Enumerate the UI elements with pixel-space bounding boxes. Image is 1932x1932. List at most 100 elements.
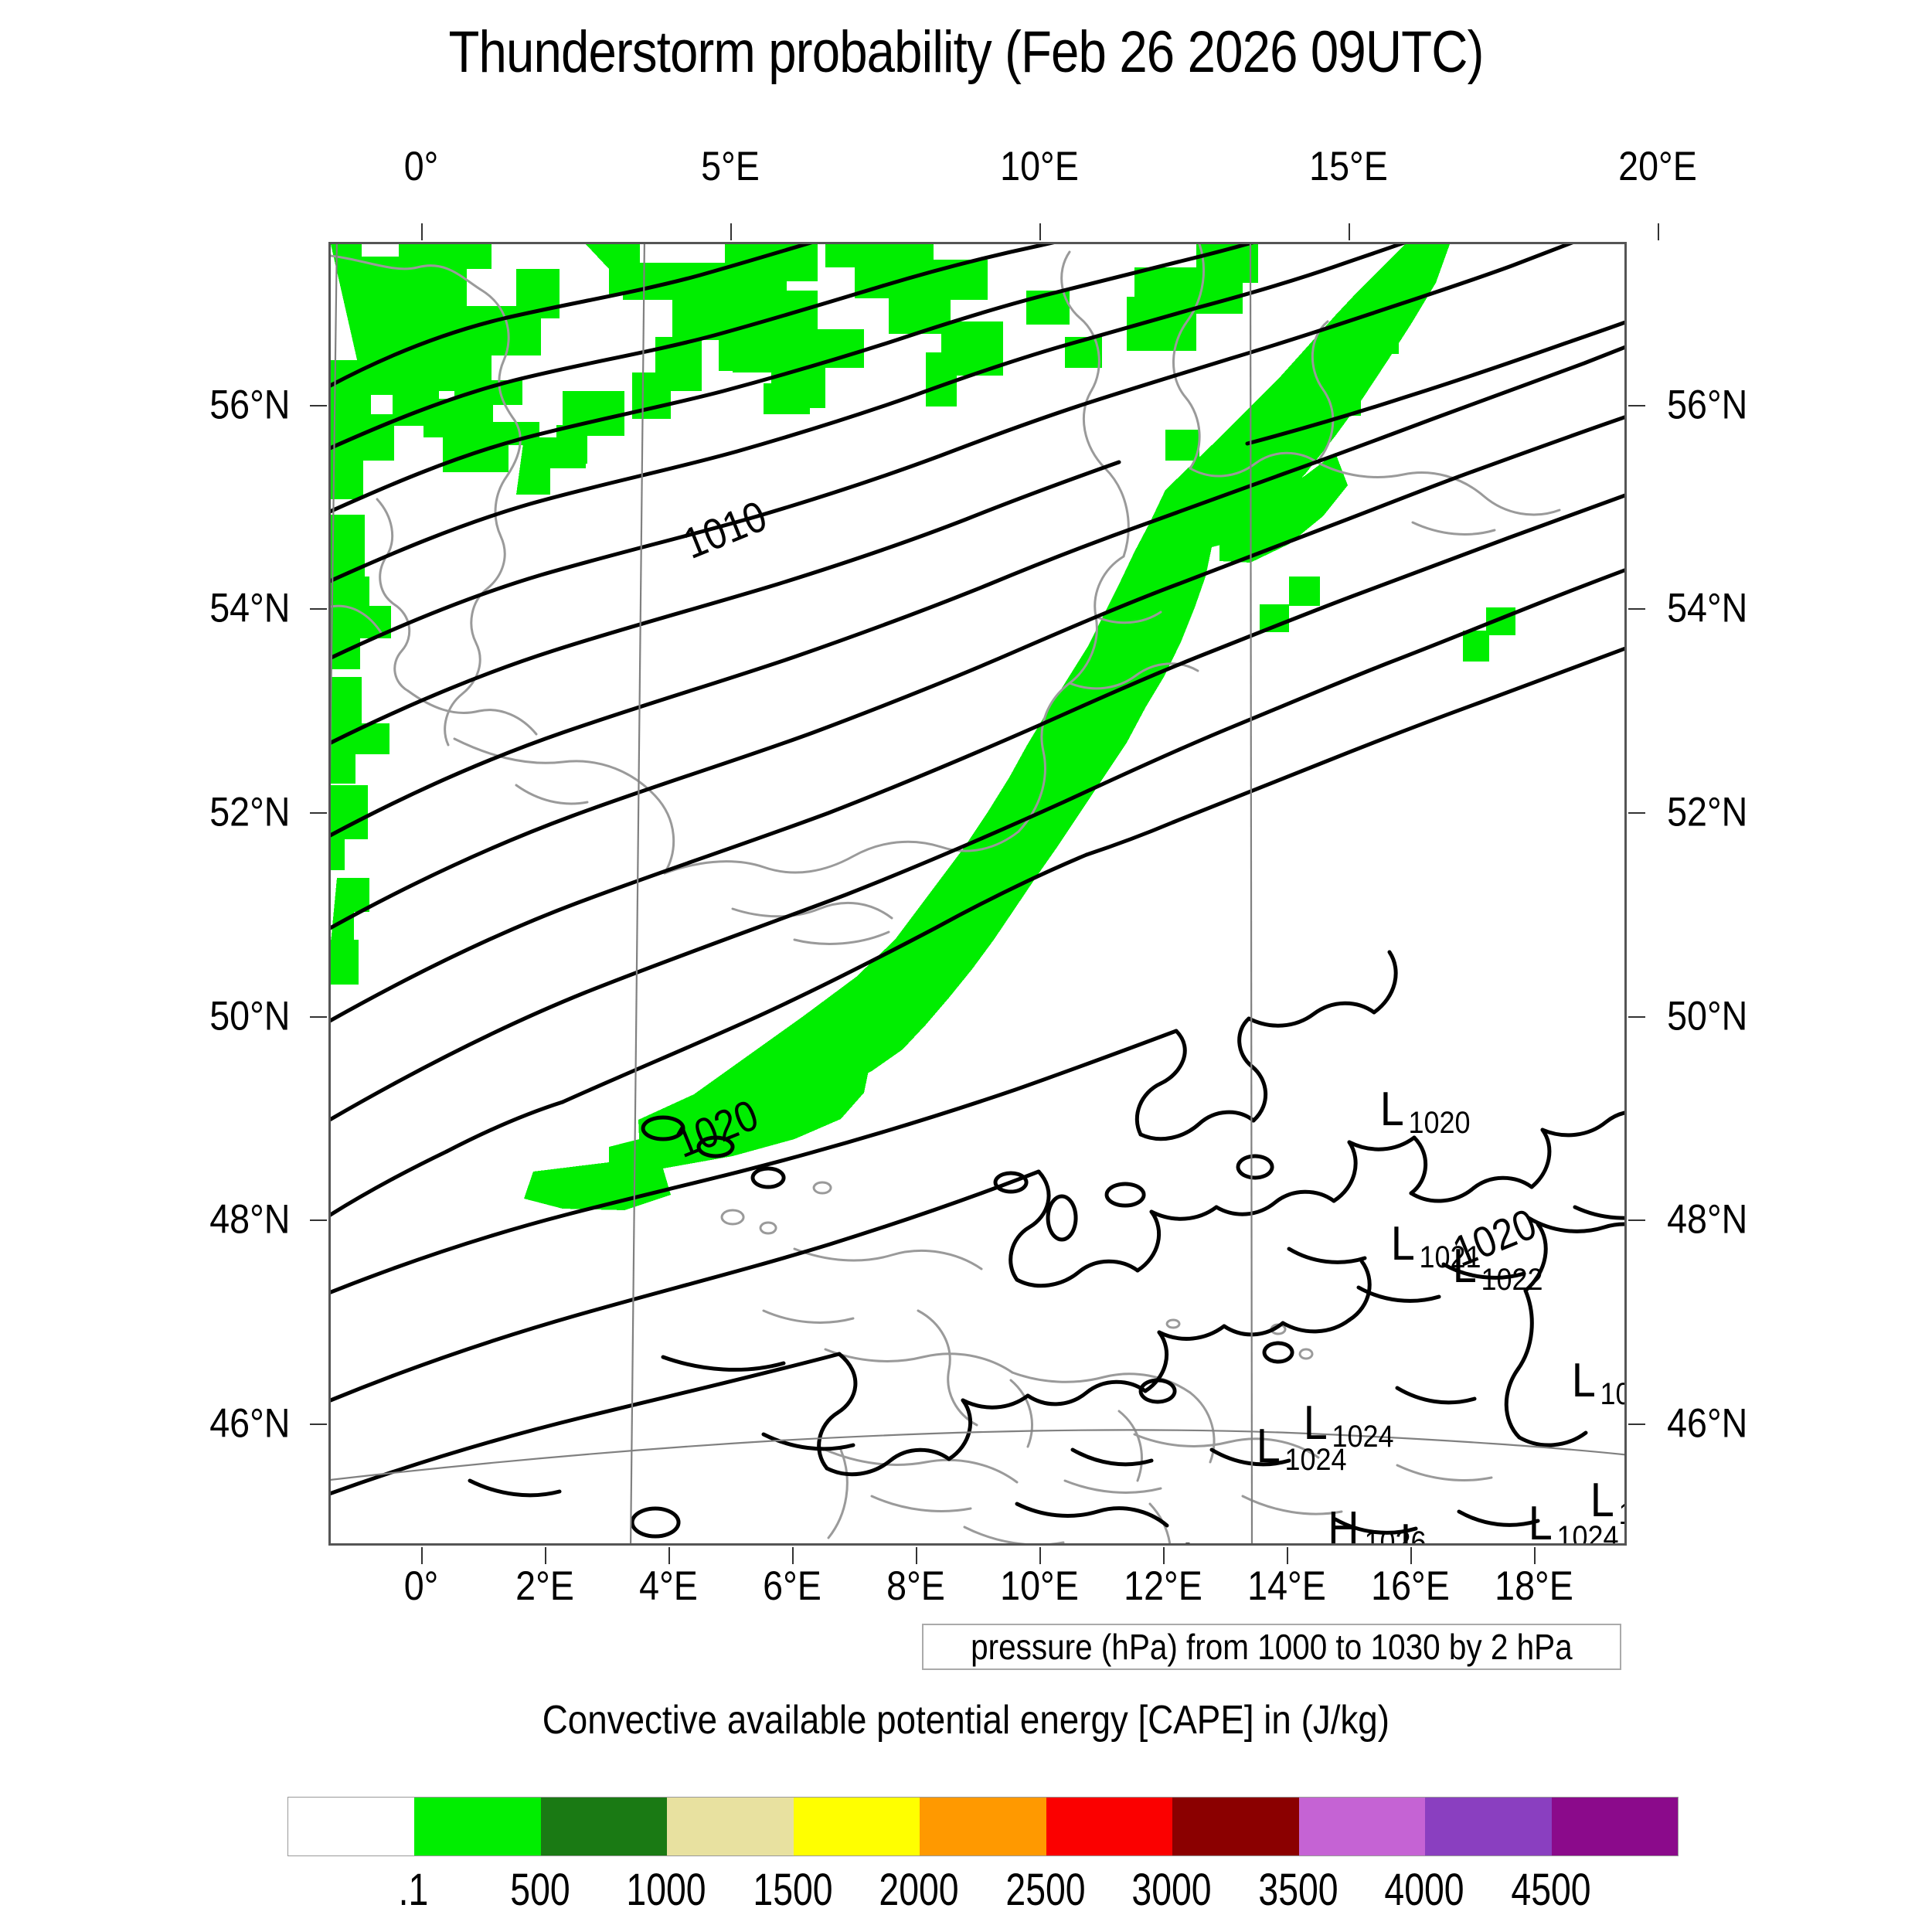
- pressure-center-type: L: [1182, 1536, 1206, 1544]
- map-plot-area[interactable]: L1020L1021L1022L1023L1023L1024L1024L1024…: [328, 242, 1627, 1546]
- axis-label-bottom-1: 2°E: [515, 1563, 574, 1609]
- pressure-center-value: 1024: [1332, 1420, 1395, 1454]
- colorbar-swatch-9[interactable]: [1425, 1798, 1552, 1855]
- axis-tick: [1534, 1547, 1536, 1564]
- axis-label-top-4: 20°E: [1618, 144, 1697, 189]
- axis-tick: [1628, 1423, 1645, 1425]
- pressure-center-value: 1021: [1419, 1240, 1482, 1274]
- axis-tick: [1039, 223, 1041, 240]
- axis-label-left-5: 46°N: [209, 1400, 291, 1447]
- cape-caption: Convective available potential energy [C…: [0, 1697, 1932, 1743]
- axis-tick: [310, 608, 327, 611]
- axis-tick: [1349, 223, 1350, 240]
- axis-tick: [421, 223, 423, 240]
- axis-label-left-1: 54°N: [209, 585, 291, 631]
- colorbar-tick-label: 1000: [626, 1865, 706, 1915]
- axis-label-bottom-8: 16°E: [1371, 1563, 1450, 1609]
- axis-label-bottom-2: 4°E: [639, 1563, 698, 1609]
- pressure-center-l: L1025: [1399, 1518, 1494, 1544]
- pressure-legend-note: pressure (hPa) from 1000 to 1030 by 2 hP…: [922, 1624, 1621, 1670]
- pressure-center-value: 1025: [1429, 1539, 1491, 1543]
- page-title: Thunderstorm probability (Feb 26 2026 09…: [448, 19, 1484, 85]
- isobar-contour-layer: [331, 244, 1624, 1539]
- colorbar-tick-label: 4000: [1384, 1865, 1464, 1915]
- colorbar-swatch-3[interactable]: [667, 1798, 794, 1855]
- axis-tick: [1628, 1219, 1645, 1222]
- axis-tick: [421, 1547, 423, 1564]
- pressure-center-l: L1025: [1181, 1536, 1276, 1544]
- axis-tick: [310, 1423, 327, 1425]
- axis-label-right-4: 48°N: [1667, 1196, 1748, 1243]
- axis-tick: [1628, 404, 1645, 406]
- pressure-center-value: 1024: [1284, 1443, 1348, 1477]
- colorbar-tick-label: 2500: [1005, 1865, 1086, 1915]
- axis-tick: [310, 404, 327, 406]
- pressure-center-type: L: [1390, 1217, 1415, 1270]
- axis-label-top-1: 5°E: [701, 144, 760, 189]
- axis-label-bottom-9: 18°E: [1495, 1563, 1573, 1609]
- colorbar-swatch-0[interactable]: [288, 1798, 415, 1855]
- axis-label-bottom-3: 6°E: [763, 1563, 821, 1609]
- axis-label-bottom-5: 10°E: [1000, 1563, 1079, 1609]
- axis-tick: [310, 812, 327, 815]
- pressure-center-value: 1024: [1619, 1498, 1624, 1529]
- pressure-center-h: H 1026: [1326, 1502, 1430, 1546]
- axis-tick: [1163, 1547, 1165, 1564]
- colorbar-tick-label: 2000: [879, 1865, 959, 1915]
- axis-tick: [1628, 1015, 1645, 1018]
- cape-caption-text: Convective available potential energy [C…: [542, 1698, 1390, 1743]
- axis-tick: [1658, 223, 1659, 240]
- cape-shading-layer: [331, 244, 1515, 1210]
- pressure-center-l: L1023: [1570, 1357, 1624, 1410]
- pressure-center-l: L 1022: [1451, 1240, 1546, 1296]
- colorbar-swatch-8[interactable]: [1298, 1798, 1426, 1855]
- pressure-center-type: H: [1328, 1502, 1359, 1546]
- pressure-center-value: 1024: [1556, 1520, 1620, 1546]
- pressure-center-value: 1026: [1364, 1526, 1427, 1546]
- axis-label-bottom-6: 12°E: [1124, 1563, 1202, 1609]
- axis-tick: [310, 1015, 327, 1018]
- colorbar-tick-label: 3000: [1131, 1865, 1212, 1915]
- pressure-center-type: L: [1528, 1497, 1553, 1546]
- axis-tick: [1628, 608, 1645, 611]
- cape-colorbar[interactable]: [287, 1797, 1679, 1856]
- axis-tick: [916, 1547, 917, 1564]
- axis-label-top-2: 10°E: [1000, 144, 1079, 189]
- axis-tick: [1410, 1547, 1412, 1564]
- colorbar-swatch-10[interactable]: [1551, 1798, 1678, 1855]
- colorbar-swatch-2[interactable]: [540, 1798, 668, 1855]
- axis-label-top-3: 15°E: [1309, 144, 1388, 189]
- axis-label-left-4: 48°N: [209, 1196, 291, 1243]
- pressure-center-type: L: [1590, 1474, 1614, 1527]
- colorbar-tick-label: 500: [510, 1865, 570, 1915]
- axis-label-top-0: 0°: [403, 144, 439, 189]
- axis-tick: [730, 223, 732, 240]
- pressure-center-l: L 1024: [1589, 1474, 1624, 1530]
- axis-label-left-0: 56°N: [209, 382, 291, 428]
- colorbar-swatch-1[interactable]: [414, 1798, 541, 1855]
- axis-label-right-2: 52°N: [1667, 789, 1748, 835]
- axis-label-bottom-7: 14°E: [1247, 1563, 1326, 1609]
- colorbar-tick-label: 3500: [1258, 1865, 1338, 1915]
- colorbar-swatch-6[interactable]: [1046, 1798, 1173, 1855]
- colorbar-swatch-4[interactable]: [793, 1798, 920, 1855]
- axis-tick: [310, 1219, 327, 1222]
- axis-label-left-2: 52°N: [209, 789, 291, 835]
- axis-label-right-0: 56°N: [1667, 382, 1748, 428]
- axis-tick: [1628, 812, 1645, 815]
- pressure-center-value: 1020: [1408, 1106, 1471, 1140]
- axis-label-bottom-0: 0°: [403, 1563, 439, 1609]
- pressure-center-h: H1027: [1625, 1434, 1627, 1482]
- axis-label-right-3: 50°N: [1667, 993, 1748, 1039]
- pressure-center-type: L: [1452, 1240, 1477, 1293]
- axis-label-right-1: 54°N: [1667, 585, 1748, 631]
- axis-tick: [792, 1547, 794, 1564]
- pressure-center-value: 1022: [1481, 1263, 1544, 1297]
- colorbar-swatch-7[interactable]: [1172, 1798, 1299, 1855]
- pressure-center-l: L 1021: [1389, 1217, 1485, 1274]
- pressure-center-value: 1023: [1600, 1377, 1624, 1411]
- colorbar-swatch-5[interactable]: [920, 1798, 1046, 1855]
- axis-tick: [668, 1547, 670, 1564]
